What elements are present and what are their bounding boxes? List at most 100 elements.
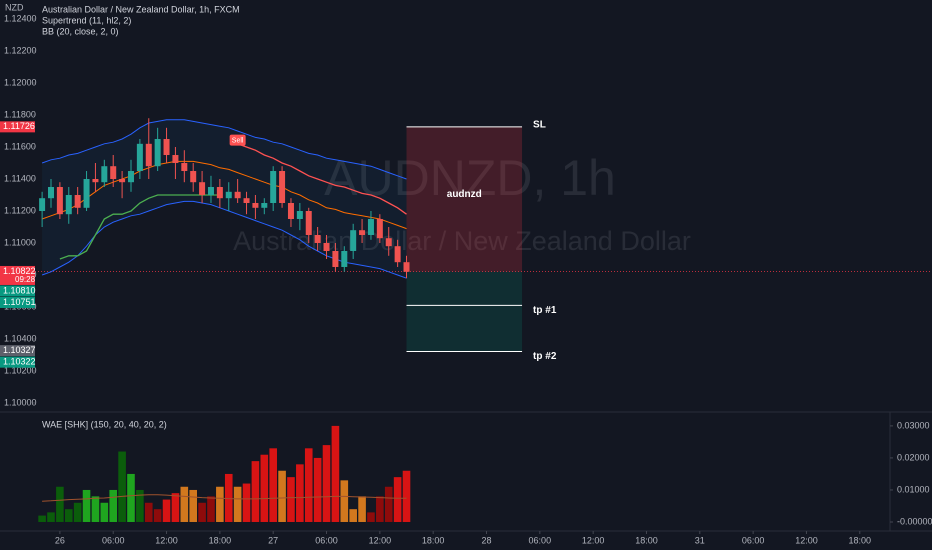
candle-body bbox=[287, 203, 294, 219]
candle-body bbox=[56, 187, 63, 215]
x-tick-label: 28 bbox=[481, 535, 491, 545]
level-label: tp #2 bbox=[533, 351, 557, 362]
x-tick-label: 06:00 bbox=[102, 535, 125, 545]
watermark: AUDNZD, 1h bbox=[324, 150, 616, 206]
indicator-label: Supertrend (11, hl2, 2) bbox=[42, 15, 131, 25]
wae-bar bbox=[136, 489, 144, 522]
wae-bar bbox=[100, 502, 109, 522]
candle-body bbox=[385, 238, 392, 247]
candle-body bbox=[323, 242, 330, 251]
wae-bar bbox=[367, 512, 375, 522]
symbol-title: Australian Dollar / New Zealand Dollar, … bbox=[42, 4, 240, 14]
candle-body bbox=[110, 166, 117, 180]
indicator-label: BB (20, close, 2, 0) bbox=[42, 26, 119, 36]
wae-bar bbox=[189, 489, 198, 522]
wae-bar bbox=[162, 499, 171, 522]
candle-body bbox=[359, 230, 366, 235]
candle-body bbox=[270, 171, 277, 204]
y-tick-label: 1.11600 bbox=[4, 141, 36, 151]
countdown: 09:28 bbox=[15, 275, 36, 284]
signal-label: Sell bbox=[232, 137, 244, 144]
wae-bar bbox=[349, 509, 357, 522]
price-badge-label: 1.10751 bbox=[3, 297, 36, 307]
wae-bar bbox=[304, 448, 313, 522]
price-badge bbox=[0, 356, 35, 368]
wae-bar bbox=[269, 448, 277, 522]
y-tick-label: 1.11000 bbox=[4, 237, 36, 247]
bb-basis bbox=[41, 160, 407, 230]
candle-body bbox=[394, 246, 401, 263]
y-tick-label: 0.02000 bbox=[897, 452, 930, 462]
wae-bar bbox=[127, 473, 135, 522]
wae-bar bbox=[144, 502, 153, 522]
y-tick-label: -0.00000 bbox=[897, 516, 932, 526]
candle-body bbox=[163, 139, 170, 156]
explosion-line bbox=[42, 494, 407, 502]
candle-body bbox=[65, 195, 72, 215]
candle-body bbox=[403, 262, 410, 272]
y-tick-label: 1.10000 bbox=[4, 397, 37, 407]
risk-zone bbox=[406, 126, 523, 272]
candle-body bbox=[279, 171, 286, 204]
x-tick-label: 12:00 bbox=[155, 535, 178, 545]
wae-bar bbox=[313, 457, 322, 522]
x-tick-label: 18:00 bbox=[635, 535, 658, 545]
supertrend-down bbox=[237, 143, 407, 215]
candle-body bbox=[181, 163, 188, 172]
candle-body bbox=[92, 179, 99, 183]
supertrend-up bbox=[59, 194, 220, 260]
wae-bar bbox=[64, 509, 73, 522]
price-badge bbox=[0, 121, 35, 133]
wae-bar bbox=[393, 477, 402, 522]
wae-bar bbox=[198, 502, 206, 522]
reward-zone bbox=[406, 271, 523, 352]
bb-upper bbox=[41, 119, 407, 180]
candle-body bbox=[207, 187, 214, 196]
candle-body bbox=[145, 143, 152, 167]
wae-bar bbox=[340, 480, 349, 522]
wae-bar bbox=[278, 470, 286, 522]
wae-bar bbox=[322, 445, 331, 522]
candle-body bbox=[305, 210, 312, 235]
candle-body bbox=[154, 139, 161, 167]
x-tick-label: 27 bbox=[268, 535, 278, 545]
level-label: tp #1 bbox=[533, 305, 557, 316]
y-tick-label: 1.12200 bbox=[4, 45, 37, 55]
candle-body bbox=[216, 187, 223, 199]
price-badge-label: 1.10822 bbox=[3, 266, 36, 276]
candle-body bbox=[243, 198, 250, 204]
wae-bar bbox=[82, 489, 91, 522]
wae-bar bbox=[402, 470, 411, 522]
y-tick-label: 1.11400 bbox=[4, 173, 36, 183]
candle-body bbox=[376, 218, 383, 239]
x-tick-label: 26 bbox=[55, 535, 65, 545]
y-tick-label: 1.12400 bbox=[4, 13, 37, 23]
wae-bar bbox=[180, 486, 189, 522]
y-tick-label: 1.10400 bbox=[4, 333, 37, 343]
candle-body bbox=[39, 198, 46, 211]
wae-bar bbox=[376, 496, 384, 522]
x-tick-label: 06:00 bbox=[315, 535, 338, 545]
wae-bar bbox=[56, 486, 64, 522]
wae-bar bbox=[216, 486, 224, 522]
candle-body bbox=[136, 143, 143, 172]
x-tick-label: 31 bbox=[695, 535, 705, 545]
y-tick-label: 0.01000 bbox=[897, 484, 930, 494]
candle-body bbox=[199, 182, 206, 196]
currency: NZD bbox=[5, 2, 24, 12]
price-badge-label: 1.11726 bbox=[3, 121, 35, 131]
wae-bar bbox=[118, 451, 126, 522]
wae-bar bbox=[260, 454, 269, 522]
candle-body bbox=[127, 171, 134, 183]
wae-bar bbox=[251, 461, 260, 522]
candle-body bbox=[74, 195, 81, 208]
candle-body bbox=[261, 203, 268, 208]
x-tick-label: 12:00 bbox=[582, 535, 605, 545]
x-tick-label: 12:00 bbox=[795, 535, 818, 545]
level-label: SL bbox=[533, 119, 546, 130]
price-badge-label: 1.10810 bbox=[3, 285, 36, 295]
candle-body bbox=[350, 230, 357, 251]
candle-body bbox=[314, 234, 321, 243]
